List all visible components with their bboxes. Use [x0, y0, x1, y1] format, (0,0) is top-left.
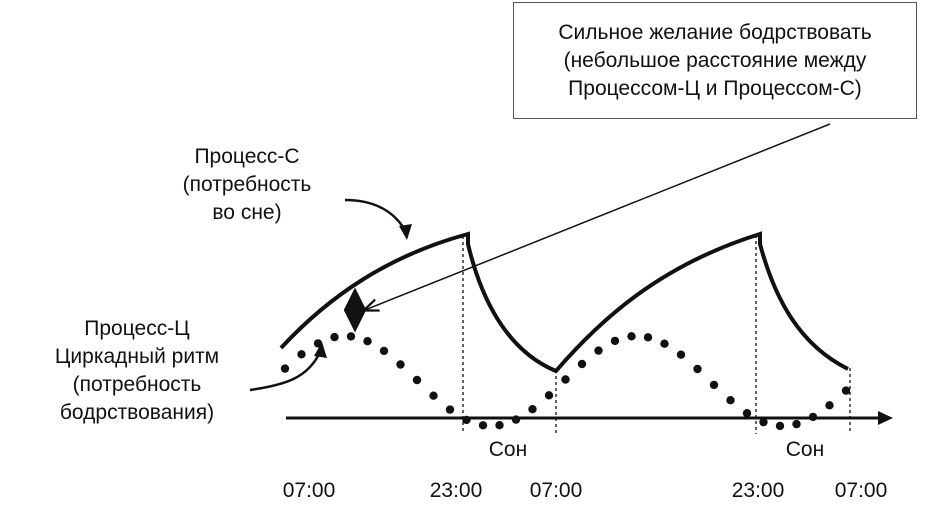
process-c-label-line: Циркадный ритм — [55, 345, 219, 368]
process-c-dot — [429, 391, 438, 400]
callout-box: Сильное желание бодрствовать (небольшое … — [513, 2, 917, 119]
process-c-dot — [594, 346, 603, 355]
process-c-dot — [346, 332, 356, 341]
process-c-dot — [676, 350, 686, 359]
time-label: 23:00 — [430, 479, 483, 502]
callout-line: Сильное желание бодрствовать — [558, 20, 872, 44]
process-c-dot — [528, 405, 537, 414]
sleep-boundary-guides — [462, 235, 851, 434]
process-c-dot — [330, 332, 339, 342]
process-s-curve — [279, 231, 849, 374]
time-label: 23:00 — [732, 479, 785, 502]
process-c-label-line: (потребность — [73, 373, 202, 396]
time-label: 07:00 — [530, 479, 583, 502]
process-s-label: Процесс-С (потребность во сне) — [183, 145, 312, 224]
process-c-dot — [511, 415, 521, 424]
process-c-curve — [280, 332, 851, 431]
process-c-dot — [445, 405, 455, 414]
callout-pointer-line — [365, 123, 831, 310]
process-c-dot — [841, 386, 851, 395]
process-c-dot — [775, 421, 785, 431]
process-c-dot — [627, 332, 636, 341]
process-s-label-line: Процесс-С — [194, 145, 299, 168]
process-c-pointer-head — [314, 342, 327, 358]
process-c-dot — [478, 421, 488, 430]
time-axis — [286, 411, 893, 425]
process-c-label-line: Процесс-Ц — [84, 317, 190, 340]
process-c-dot — [808, 412, 818, 422]
process-s-pointer-head — [399, 224, 412, 240]
process-c-dot — [495, 421, 504, 430]
callout-line: (небольшое расстояние между — [563, 48, 867, 72]
arrow-right-icon — [878, 411, 893, 425]
time-label: 07:00 — [283, 479, 336, 502]
process-c-dot — [396, 360, 405, 369]
process-c-dot — [379, 346, 389, 356]
process-c-pointer — [249, 351, 322, 392]
sleep-label: Сон — [786, 438, 824, 461]
process-c-label: Процесс-Ц Циркадный ритм (потребность бо… — [55, 317, 219, 424]
process-c-dot — [412, 375, 422, 385]
process-c-dot — [610, 336, 620, 346]
process-c-dot — [544, 391, 554, 400]
process-c-dot — [693, 364, 702, 374]
process-c-dot — [363, 337, 372, 346]
process-c-dot — [462, 415, 471, 425]
process-c-label-line: бодрствования) — [60, 401, 214, 424]
process-c-dot — [792, 419, 801, 429]
process-c-dot — [577, 359, 587, 369]
time-label: 07:00 — [835, 479, 888, 502]
process-c-dot — [825, 401, 834, 410]
process-c-dot — [709, 380, 719, 390]
process-s-label-line: (потребность — [183, 173, 312, 196]
callout-line: Процессом-Ц и Процессом-С) — [568, 76, 862, 100]
process-s-pointer — [344, 198, 408, 233]
process-c-dot — [759, 417, 768, 427]
process-c-dot — [742, 409, 752, 418]
sleep-label: Сон — [489, 438, 527, 461]
process-c-dot — [280, 364, 290, 373]
process-c-dot — [726, 396, 735, 405]
process-c-dot — [297, 350, 306, 359]
process-c-dot — [643, 333, 653, 342]
process-s-label-line: во сне) — [212, 201, 281, 224]
process-c-dot — [660, 339, 669, 348]
process-c-dot — [561, 375, 570, 384]
